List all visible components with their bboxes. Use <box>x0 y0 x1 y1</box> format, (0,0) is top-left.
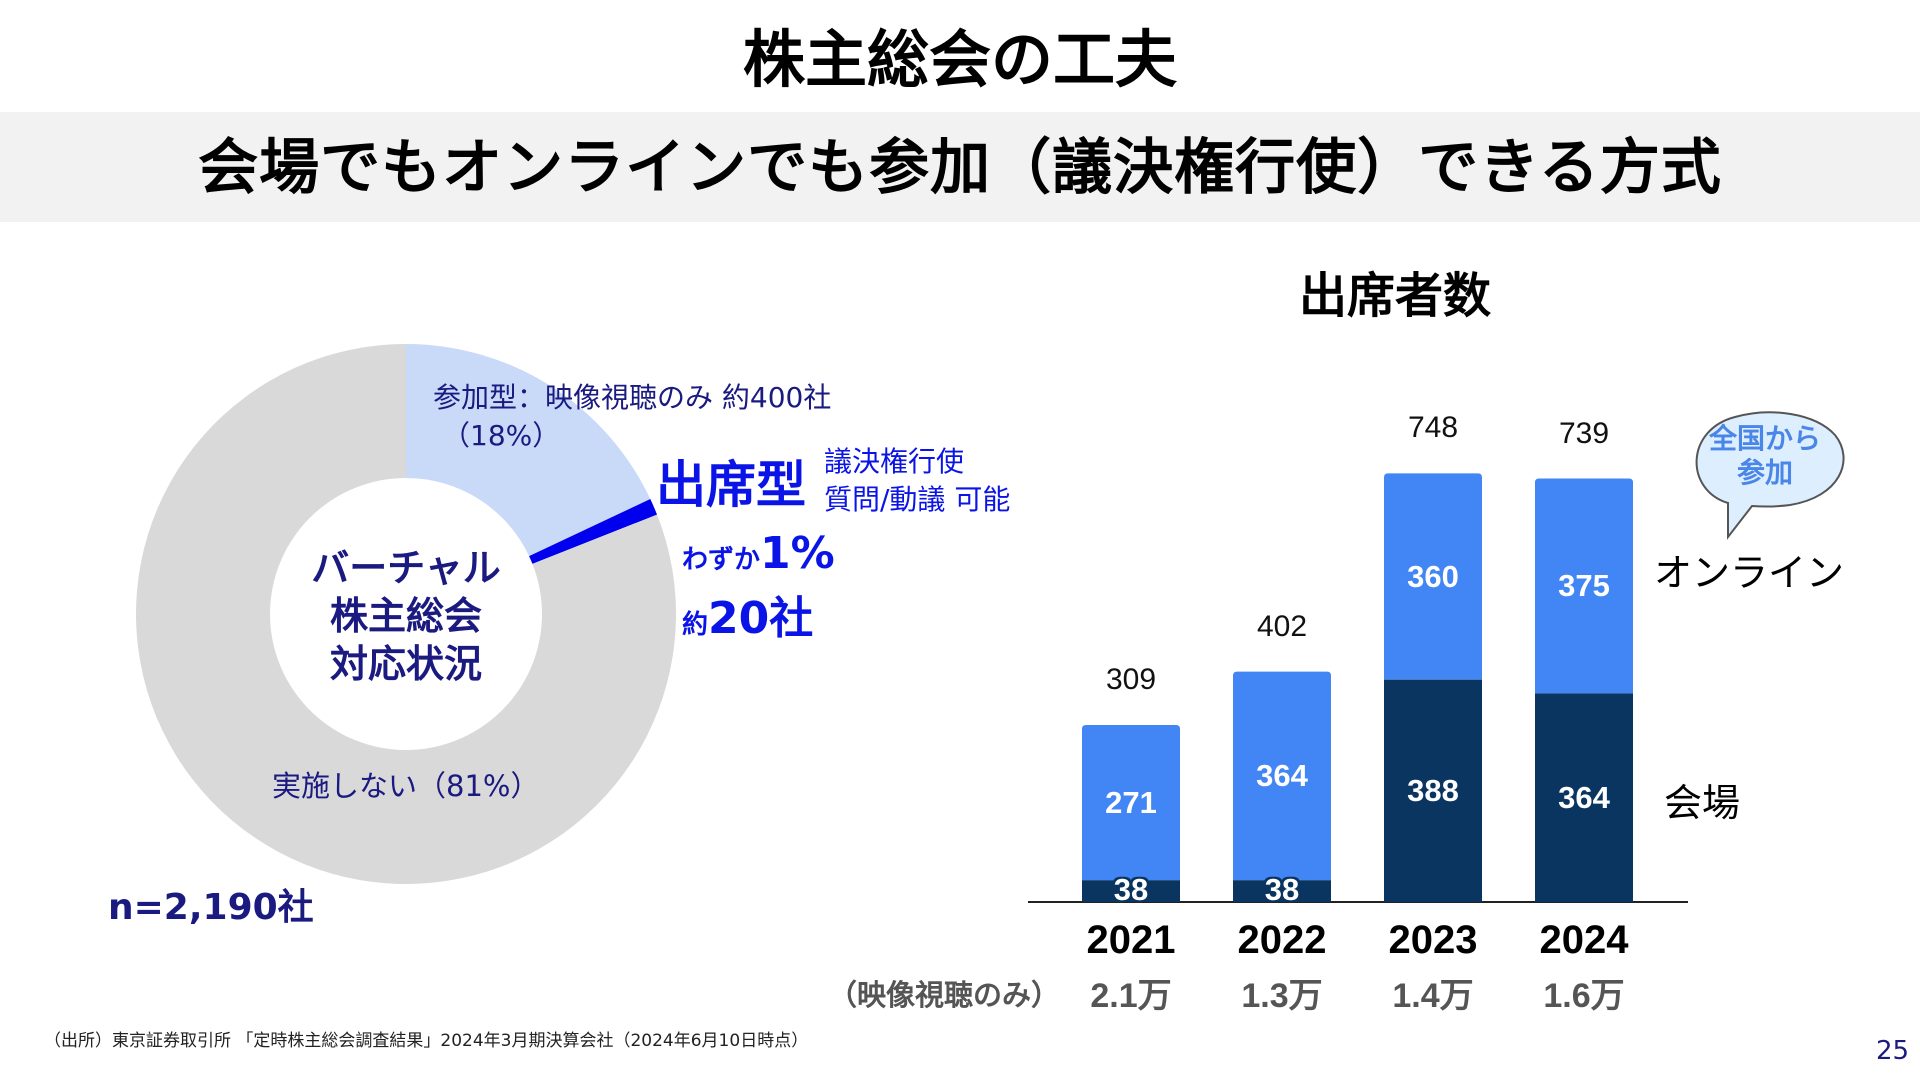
legend-venue: 会場 <box>1664 781 1741 825</box>
attendance-count: 約20社 <box>682 582 813 646</box>
x-tick-label: 2022 <box>1237 918 1327 962</box>
bubble-line: 参加 <box>1736 456 1793 489</box>
donut-slice-participation <box>406 344 651 557</box>
sub-row-value: 1.3万 <box>1241 977 1323 1015</box>
attendance-title: 出席型 <box>656 456 806 514</box>
legend-online: オンライン <box>1654 551 1845 595</box>
attendance-count-value: 20社 <box>708 593 814 644</box>
bar-venue-label: 388 <box>1407 772 1459 808</box>
bar-venue-label: 38 <box>1264 872 1300 907</box>
source-note: （出所）東京証券取引所 「定時株主総会調査結果」2024年3月期決算会社（202… <box>44 1031 809 1051</box>
donut-slice-none <box>135 344 677 884</box>
x-tick-label: 2021 <box>1086 918 1176 962</box>
x-tick-label: 2023 <box>1388 918 1478 962</box>
attendance-count-prefix: 約 <box>682 610 709 640</box>
sample-size: n=2,190社 <box>108 887 314 928</box>
sub-row-value: 1.6万 <box>1543 977 1625 1015</box>
attendance-share: わずか1% <box>682 528 835 579</box>
bar-online-label: 271 <box>1105 784 1157 820</box>
bar-total-label: 748 <box>1407 411 1459 445</box>
bar-venue-label: 364 <box>1558 779 1610 815</box>
donut-center-label: バーチャル 株主総会 対応状況 <box>286 544 526 688</box>
participation-label: 参加型：映像視聴のみ 約400社 <box>433 381 832 414</box>
sub-row-value: 1.4万 <box>1392 977 1474 1015</box>
sub-row-label: （映像視聴のみ） <box>828 978 1061 1012</box>
bar-total-label: 309 <box>1105 662 1157 696</box>
bar-chart-title: 出席者数 <box>1298 268 1491 324</box>
bubble-line: 全国から <box>1708 422 1821 455</box>
slide-subtitle: 会場でもオンラインでも参加（議決権行使）できる方式 <box>198 133 1722 203</box>
sub-row-value: 2.1万 <box>1090 977 1172 1015</box>
participation-pct: （18%） <box>442 419 561 452</box>
attendance-desc-2: 質問/動議 可能 <box>824 483 1011 516</box>
page-number: 25 <box>1876 1036 1910 1066</box>
donut-center-line: 株主総会 <box>329 594 482 638</box>
attendance-desc-1: 議決権行使 <box>824 445 965 478</box>
bar-total-label: 739 <box>1558 416 1610 450</box>
bar-online-label: 364 <box>1256 757 1308 793</box>
bar-total-label: 402 <box>1256 609 1308 643</box>
attendance-share-prefix: わずか <box>682 545 761 575</box>
bar-online-label: 375 <box>1558 567 1610 603</box>
slide-title: 株主総会の工夫 <box>742 23 1177 96</box>
speech-bubble-shape <box>1695 411 1845 540</box>
subtitle-band <box>0 112 1920 222</box>
attendance-share-value: 1% <box>760 528 835 579</box>
speech-bubble-text: 全国から 参加 <box>1690 422 1840 490</box>
donut-center-line: バーチャル <box>311 546 501 590</box>
none-label: 実施しない（81%） <box>272 769 540 803</box>
bar-online-label: 360 <box>1407 558 1459 594</box>
bar-venue-label: 38 <box>1113 872 1149 907</box>
donut-center-line: 対応状況 <box>329 642 482 686</box>
donut-slice-attendance <box>529 499 658 564</box>
x-tick-label: 2024 <box>1539 918 1629 962</box>
speech-bubble <box>1695 411 1845 540</box>
